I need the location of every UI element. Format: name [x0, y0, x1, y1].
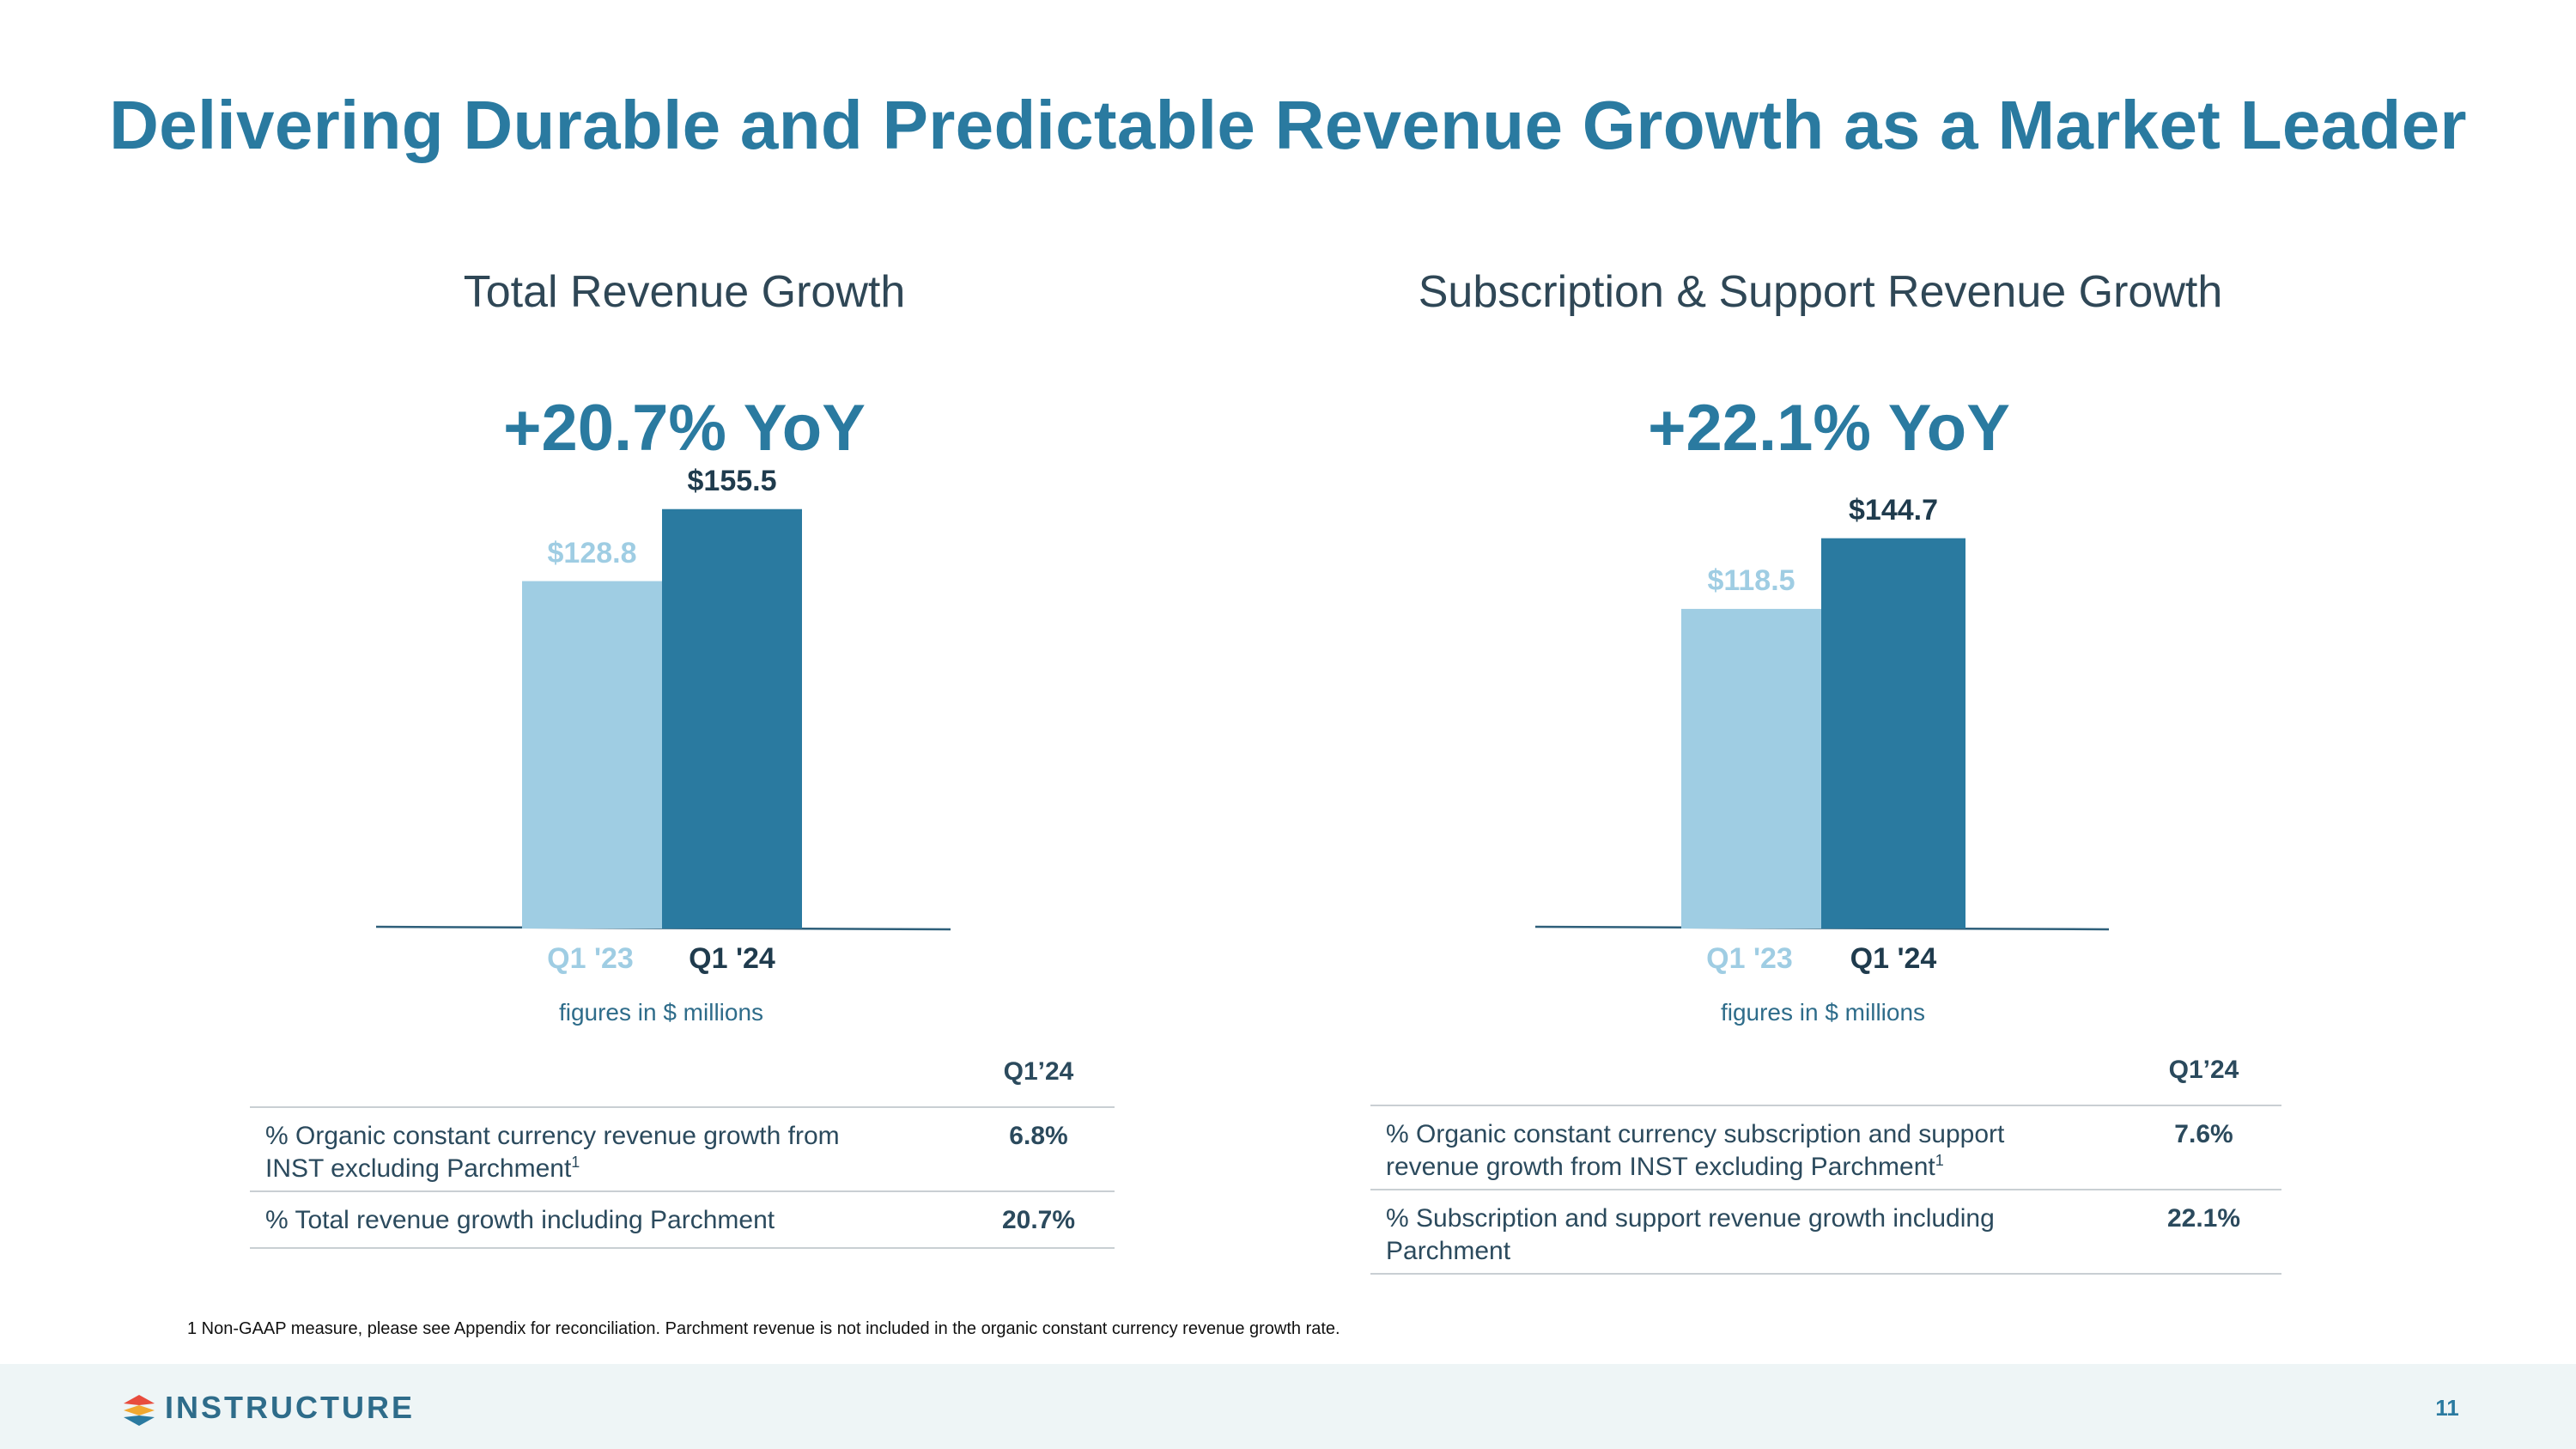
chart-1-units-note: figures in $ millions	[558, 999, 764, 1026]
chart-2-headline: +22.1% YoY	[1648, 392, 2010, 465]
footnote: 1 Non-GAAP measure, please see Appendix …	[187, 1319, 1340, 1338]
table-1-column-header: Q1’24	[1003, 1057, 1074, 1086]
table-2-row-2-value: 22.1%	[2126, 1189, 2281, 1275]
table-row: % Organic constant currency subscription…	[1370, 1105, 2281, 1190]
table-1-row-1-label: % Organic constant currency revenue grow…	[250, 1106, 963, 1191]
chart-2-units-note: figures in $ millions	[1720, 999, 1926, 1026]
chart-2-xtick-q1-23: Q1 '23	[1706, 942, 1793, 975]
chart-2-bar-q1-23	[1681, 608, 1821, 928]
chart-1-title: Total Revenue Growth	[463, 267, 906, 317]
table-row: % Total revenue growth including Parchme…	[250, 1190, 1115, 1249]
footer-bar	[0, 1364, 2576, 1449]
table-header-row: Q1’24	[1370, 1053, 2281, 1105]
metrics-table-1: Q1’24 % Organic constant currency revenu…	[250, 1055, 1115, 1249]
chart-1-xtick-q1-23: Q1 '23	[547, 942, 634, 975]
logo-wordmark: INSTRUCTURE	[165, 1390, 415, 1425]
chart-2-title: Subscription & Support Revenue Growth	[1418, 267, 2223, 317]
table-1-row-2-label: % Total revenue growth including Parchme…	[250, 1190, 963, 1249]
page-title: Delivering Durable and Predictable Reven…	[109, 87, 2467, 163]
chart-2-value-label-q1-24: $144.7	[1849, 493, 1938, 527]
chart-1-value-label-q1-23: $128.8	[547, 536, 637, 569]
chart-2	[1534, 538, 2110, 931]
table-2-column-header: Q1’24	[2168, 1056, 2239, 1084]
chart-1-value-label-q1-24: $155.5	[687, 464, 777, 497]
chart-2-bar-q1-24	[1821, 538, 1965, 928]
page-number: 11	[2435, 1395, 2459, 1421]
chart-2-value-label-q1-23: $118.5	[1707, 563, 1795, 597]
table-1-row-1-value: 6.8%	[963, 1106, 1115, 1191]
chart-2-xtick-q1-24: Q1 '24	[1850, 942, 1937, 975]
chart-1-xtick-q1-24: Q1 '24	[689, 942, 775, 975]
table-header-row: Q1’24	[250, 1055, 1115, 1107]
table-2-row-1-label: % Organic constant currency subscription…	[1370, 1105, 2126, 1190]
chart-1-bar-q1-24	[662, 508, 802, 928]
table-row: % Organic constant currency revenue grow…	[250, 1106, 1115, 1191]
table-2-row-1-value: 7.6%	[2126, 1105, 2281, 1190]
metrics-table-2: Q1’24 % Organic constant currency subscr…	[1370, 1053, 2281, 1275]
chart-1-bar-q1-23	[522, 581, 662, 928]
table-1-row-2-value: 20.7%	[963, 1190, 1115, 1249]
chart-1-headline: +20.7% YoY	[503, 392, 866, 465]
table-2-row-2-label: % Subscription and support revenue growt…	[1370, 1189, 2126, 1275]
table-row: % Subscription and support revenue growt…	[1370, 1189, 2281, 1275]
instructure-logo-icon	[124, 1395, 155, 1426]
chart-1	[375, 508, 951, 931]
